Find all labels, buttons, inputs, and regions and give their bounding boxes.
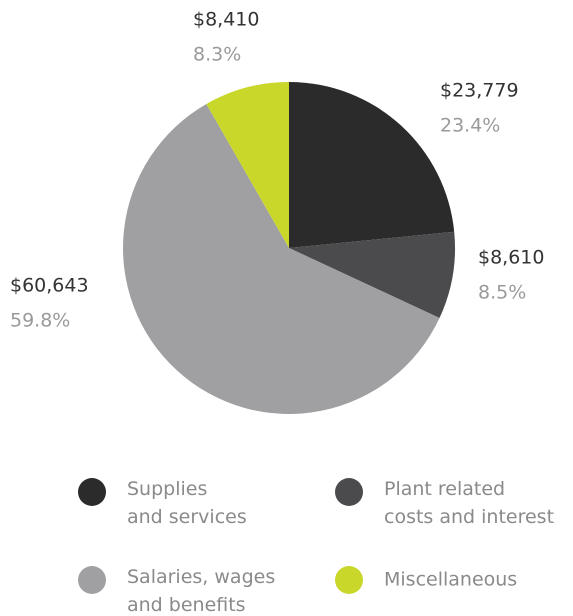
- legend-label: Miscellaneous: [384, 569, 517, 591]
- legend-swatch: [78, 566, 106, 594]
- value-label: $8,610: [478, 247, 544, 269]
- percent-label: 8.5%: [478, 282, 526, 304]
- pie-slice: [289, 231, 455, 319]
- legend-label: Salaries, wages and benefits: [127, 566, 275, 616]
- percent-label: 59.8%: [10, 310, 70, 332]
- value-label: $60,643: [10, 275, 89, 297]
- legend-swatch: [335, 566, 363, 594]
- legend-swatch: [78, 478, 106, 506]
- legend-swatch: [335, 478, 363, 506]
- pie-slice: [289, 82, 455, 248]
- value-label: $23,779: [440, 80, 519, 102]
- legend-label: Plant related costs and interest: [384, 478, 554, 528]
- pie-slice: [122, 104, 440, 415]
- percent-label: 8.3%: [193, 44, 241, 66]
- value-label: $8,410: [193, 9, 259, 31]
- pie-slice: [206, 82, 289, 248]
- legend-label: Supplies and services: [127, 478, 247, 528]
- percent-label: 23.4%: [440, 115, 500, 137]
